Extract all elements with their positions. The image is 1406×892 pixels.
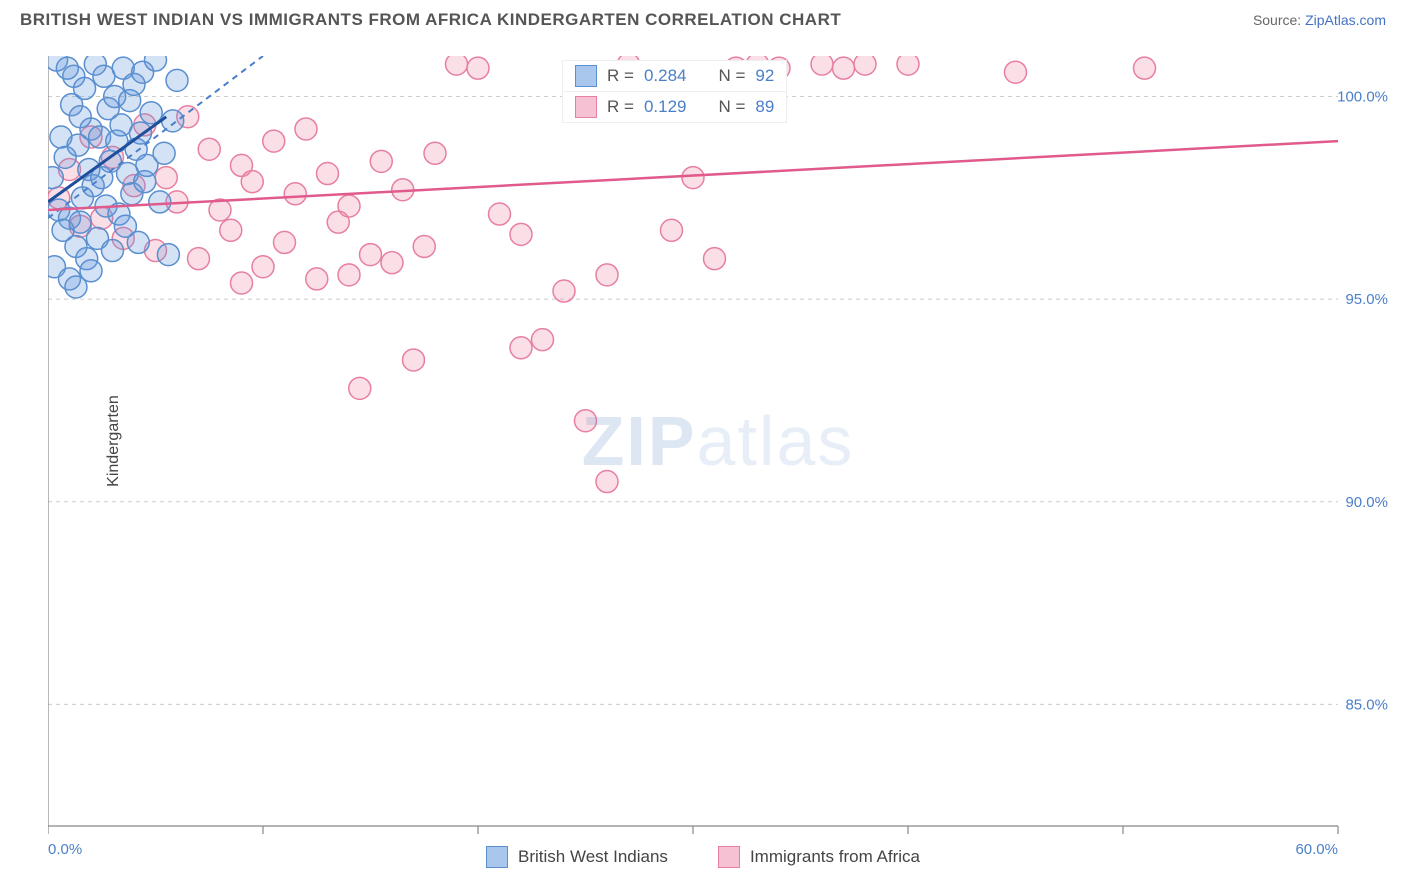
series-label-blue: British West Indians [518, 847, 668, 867]
swatch-blue [575, 65, 597, 87]
r-label: R = [607, 97, 634, 117]
svg-text:0.0%: 0.0% [48, 841, 82, 858]
chart-container: Kindergarten 85.0%90.0%95.0%100.0%0.0%60… [48, 56, 1388, 826]
svg-text:60.0%: 60.0% [1295, 841, 1338, 858]
svg-text:95.0%: 95.0% [1345, 291, 1388, 308]
legend-row-pink: R = 0.129 N = 89 [562, 92, 787, 123]
legend-item-pink: Immigrants from Africa [718, 846, 920, 868]
n-label: N = [718, 97, 745, 117]
swatch-blue [486, 846, 508, 868]
svg-text:90.0%: 90.0% [1345, 494, 1388, 511]
correlation-legend: R = 0.284 N = 92 R = 0.129 N = 89 [562, 60, 787, 123]
n-value-blue: 92 [755, 66, 774, 86]
scatter-plot-svg: 85.0% 90.0% 95.0% 100.0% 0.0% 60.0% [48, 56, 1388, 866]
r-label: R = [607, 66, 634, 86]
swatch-pink [575, 96, 597, 118]
svg-text:100.0%: 100.0% [1337, 89, 1388, 106]
legend-item-blue: British West Indians [486, 846, 668, 868]
source-attribution: Source: ZipAtlas.com [1253, 12, 1386, 28]
series-legend: British West Indians Immigrants from Afr… [486, 846, 920, 868]
chart-title: BRITISH WEST INDIAN VS IMMIGRANTS FROM A… [20, 10, 841, 30]
source-prefix: Source: [1253, 12, 1305, 28]
n-label: N = [718, 66, 745, 86]
r-value-pink: 0.129 [644, 97, 687, 117]
source-link[interactable]: ZipAtlas.com [1305, 12, 1386, 28]
svg-text:85.0%: 85.0% [1345, 696, 1388, 713]
legend-row-blue: R = 0.284 N = 92 [562, 60, 787, 92]
series-label-pink: Immigrants from Africa [750, 847, 920, 867]
chart-header: BRITISH WEST INDIAN VS IMMIGRANTS FROM A… [0, 0, 1406, 40]
swatch-pink [718, 846, 740, 868]
n-value-pink: 89 [755, 97, 774, 117]
r-value-blue: 0.284 [644, 66, 687, 86]
